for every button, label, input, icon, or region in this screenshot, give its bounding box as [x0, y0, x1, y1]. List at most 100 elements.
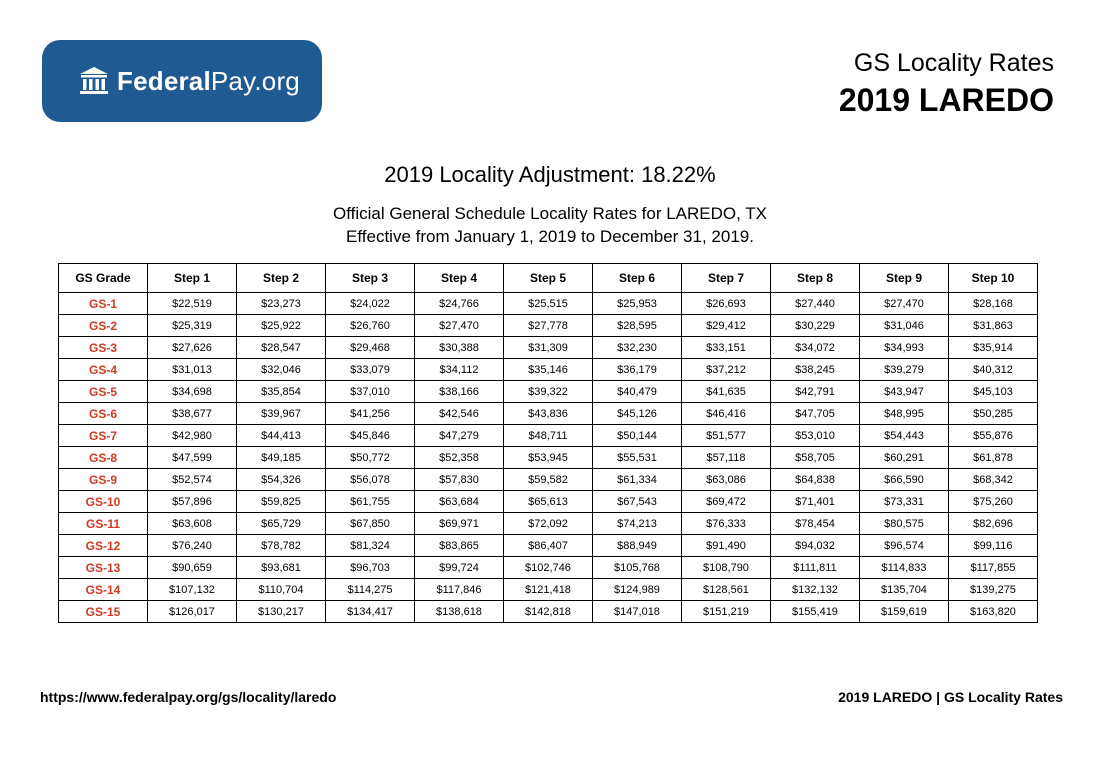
rate-cell-step-8: $53,010 [770, 424, 860, 447]
rate-cell-step-9: $96,574 [859, 534, 949, 557]
grade-cell: GS-6 [58, 402, 148, 425]
rate-cell-step-4: $52,358 [414, 446, 504, 469]
rate-cell-step-7: $69,472 [681, 490, 771, 513]
rate-cell-step-7: $46,416 [681, 402, 771, 425]
federalpay-logo[interactable]: FederalPay.org [42, 40, 322, 122]
rate-cell-step-3: $134,417 [325, 600, 415, 623]
rate-cell-step-7: $29,412 [681, 314, 771, 337]
rate-cell-step-3: $61,755 [325, 490, 415, 513]
rate-cell-step-2: $39,967 [236, 402, 326, 425]
rate-cell-step-5: $27,778 [503, 314, 593, 337]
rate-cell-step-7: $33,151 [681, 336, 771, 359]
grade-cell: GS-8 [58, 446, 148, 469]
rate-cell-step-1: $31,013 [147, 358, 237, 381]
rate-cell-step-5: $31,309 [503, 336, 593, 359]
header-subtitle: GS Locality Rates [853, 49, 1054, 77]
rate-cell-step-8: $30,229 [770, 314, 860, 337]
rate-cell-step-9: $27,470 [859, 292, 949, 315]
rate-cell-step-6: $50,144 [592, 424, 682, 447]
rate-cell-step-7: $57,118 [681, 446, 771, 469]
table-row: GS-10 $57,896 $59,825 $61,755 $63,684 $65,613… [58, 490, 1038, 513]
rate-cell-step-6: $25,953 [592, 292, 682, 315]
header-gs-grade: GS Grade [58, 263, 148, 293]
rate-cell-step-3: $26,760 [325, 314, 415, 337]
rate-cell-step-2: $28,547 [236, 336, 326, 359]
header-step-3: Step 3 [325, 263, 415, 293]
rate-cell-step-4: $99,724 [414, 556, 504, 579]
rate-cell-step-3: $45,846 [325, 424, 415, 447]
rate-cell-step-3: $33,079 [325, 358, 415, 381]
table-row: GS-15 $126,017 $130,217 $134,417 $138,618 $14… [58, 600, 1038, 623]
rate-cell-step-10: $35,914 [948, 336, 1038, 359]
rate-cell-step-5: $43,836 [503, 402, 593, 425]
rate-cell-step-3: $56,078 [325, 468, 415, 491]
footer-url-link[interactable]: https://www.federalpay.org/gs/locality/l… [40, 689, 337, 705]
grade-cell: GS-12 [58, 534, 148, 557]
rate-cell-step-5: $39,322 [503, 380, 593, 403]
rate-cell-step-8: $34,072 [770, 336, 860, 359]
rate-cell-step-8: $64,838 [770, 468, 860, 491]
rate-cell-step-3: $96,703 [325, 556, 415, 579]
header-step-8: Step 8 [770, 263, 860, 293]
rate-cell-step-3: $81,324 [325, 534, 415, 557]
table-row: GS-2 $25,319 $25,922 $26,760 $27,470 $27,778 $… [58, 314, 1038, 337]
rate-cell-step-7: $63,086 [681, 468, 771, 491]
table-row: GS-4 $31,013 $32,046 $33,079 $34,112 $35,146 $… [58, 358, 1038, 381]
rate-cell-step-3: $24,022 [325, 292, 415, 315]
rate-cell-step-9: $31,046 [859, 314, 949, 337]
rate-cell-step-8: $78,454 [770, 512, 860, 535]
rate-cell-step-4: $42,546 [414, 402, 504, 425]
rate-cell-step-8: $71,401 [770, 490, 860, 513]
rate-cell-step-3: $29,468 [325, 336, 415, 359]
rate-cell-step-1: $52,574 [147, 468, 237, 491]
rate-cell-step-5: $48,711 [503, 424, 593, 447]
rate-cell-step-6: $67,543 [592, 490, 682, 513]
header-step-2: Step 2 [236, 263, 326, 293]
rate-cell-step-5: $102,746 [503, 556, 593, 579]
rate-cell-step-5: $142,818 [503, 600, 593, 623]
rate-cell-step-2: $44,413 [236, 424, 326, 447]
grade-cell: GS-13 [58, 556, 148, 579]
rate-cell-step-6: $124,989 [592, 578, 682, 601]
rate-cell-step-3: $67,850 [325, 512, 415, 535]
rate-cell-step-1: $22,519 [147, 292, 237, 315]
rate-cell-step-6: $105,768 [592, 556, 682, 579]
rate-cell-step-8: $111,811 [770, 556, 860, 579]
rate-cell-step-7: $26,693 [681, 292, 771, 315]
rate-cell-step-9: $73,331 [859, 490, 949, 513]
rate-cell-step-4: $24,766 [414, 292, 504, 315]
table-row: GS-5 $34,698 $35,854 $37,010 $38,166 $39,322 $… [58, 380, 1038, 403]
rate-cell-step-9: $43,947 [859, 380, 949, 403]
table-row: GS-12 $76,240 $78,782 $81,324 $83,865 $86,407… [58, 534, 1038, 557]
table-row: GS-9 $52,574 $54,326 $56,078 $57,830 $59,582 $… [58, 468, 1038, 491]
table-row: GS-11 $63,608 $65,729 $67,850 $69,971 $72,092… [58, 512, 1038, 535]
rate-cell-step-6: $32,230 [592, 336, 682, 359]
rate-cell-step-10: $163,820 [948, 600, 1038, 623]
header-step-4: Step 4 [414, 263, 504, 293]
logo-text: FederalPay.org [117, 66, 300, 97]
grade-cell: GS-5 [58, 380, 148, 403]
header-step-9: Step 9 [859, 263, 949, 293]
rate-cell-step-9: $159,619 [859, 600, 949, 623]
grade-cell: GS-7 [58, 424, 148, 447]
rate-cell-step-4: $38,166 [414, 380, 504, 403]
rate-cell-step-2: $130,217 [236, 600, 326, 623]
rate-cell-step-1: $107,132 [147, 578, 237, 601]
footer-caption: 2019 LAREDO | GS Locality Rates [838, 689, 1063, 705]
rate-cell-step-2: $32,046 [236, 358, 326, 381]
rate-cell-step-6: $147,018 [592, 600, 682, 623]
rate-cell-step-10: $50,285 [948, 402, 1038, 425]
rate-cell-step-2: $25,922 [236, 314, 326, 337]
rate-cell-step-5: $35,146 [503, 358, 593, 381]
table-row: GS-6 $38,677 $39,967 $41,256 $42,546 $43,836 $… [58, 402, 1038, 425]
rate-cell-step-4: $83,865 [414, 534, 504, 557]
rate-cell-step-10: $99,116 [948, 534, 1038, 557]
rate-cell-step-1: $76,240 [147, 534, 237, 557]
rate-cell-step-8: $38,245 [770, 358, 860, 381]
header-step-5: Step 5 [503, 263, 593, 293]
page-title: 2019 LAREDO [838, 82, 1054, 118]
rate-cell-step-9: $48,995 [859, 402, 949, 425]
table-row: GS-3 $27,626 $28,547 $29,468 $30,388 $31,309 $… [58, 336, 1038, 359]
locality-rates-table: GS Grade Step 1 Step 2 Step 3 Step 4 Ste… [58, 263, 1038, 623]
rate-cell-step-10: $68,342 [948, 468, 1038, 491]
